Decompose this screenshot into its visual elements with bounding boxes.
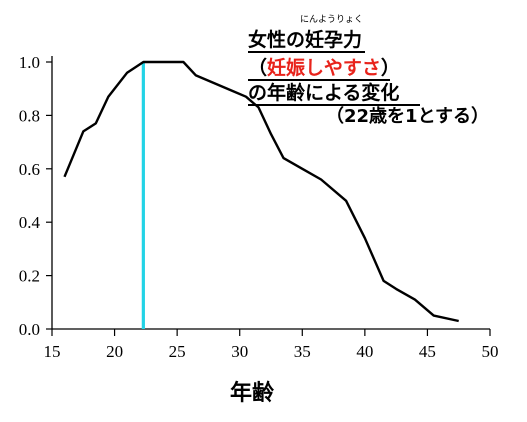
- y-tick-label: 1.0: [19, 53, 40, 72]
- title-line-3: の年齢による変化: [248, 81, 399, 104]
- x-tick-label: 30: [231, 342, 248, 361]
- chart-title: にんようりょく 女性の妊孕力 （妊娠しやすさ） の年齢による変化 （22歳を1と…: [248, 14, 489, 127]
- y-tick-label: 0.8: [19, 106, 40, 125]
- title-line-4: （22歳を1とする）: [326, 106, 489, 127]
- x-tick-label: 25: [169, 342, 186, 361]
- title-ruby: にんようりょく: [300, 14, 363, 25]
- x-tick-label: 15: [44, 342, 61, 361]
- y-tick-label: 0.6: [19, 160, 40, 179]
- y-tick-label: 0.2: [19, 267, 40, 286]
- x-tick-label: 20: [106, 342, 123, 361]
- plot-area: 15 20 25 30 35 40 45 50 0.0 0.2 0.4 0.6 0.8 1.0: [19, 53, 499, 361]
- title-red-text: 妊娠しやすさ: [267, 56, 381, 79]
- x-tick-label: 40: [356, 342, 373, 361]
- y-tick-label: 0.4: [19, 213, 41, 232]
- x-tick-label: 45: [419, 342, 436, 361]
- title-line-1: 女性の妊孕力: [248, 28, 362, 51]
- title-line-2: （妊娠しやすさ）: [248, 56, 400, 79]
- series-line: [63, 60, 459, 323]
- x-axis-label: 年齢: [230, 380, 275, 406]
- y-tick-label: 0.0: [19, 320, 40, 339]
- title-paren-close: ）: [381, 56, 400, 79]
- x-tick-label: 35: [294, 342, 311, 361]
- x-tick-label: 50: [482, 342, 499, 361]
- title-paren-open: （: [248, 56, 267, 79]
